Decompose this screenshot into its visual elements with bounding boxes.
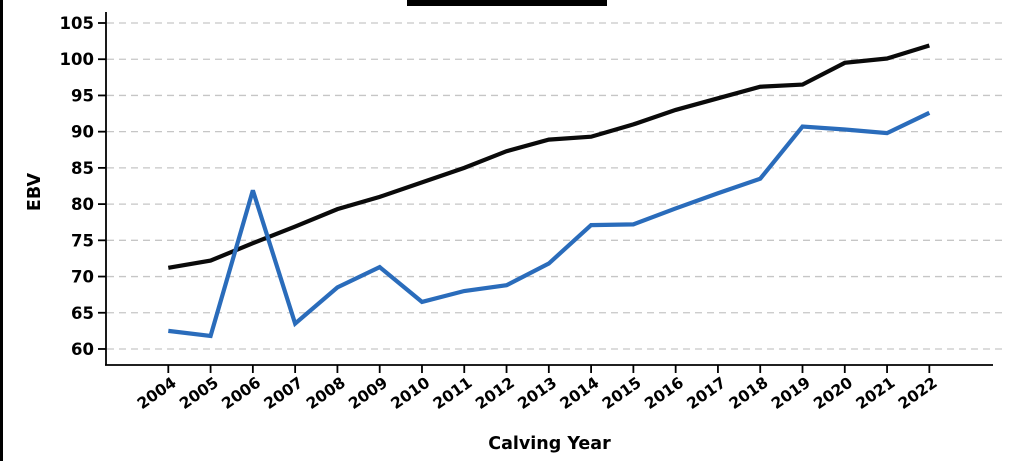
series-black-line xyxy=(167,43,930,270)
x-tick-label-2010: 2010 xyxy=(388,373,434,413)
x-tick-label-2008: 2008 xyxy=(303,374,349,413)
x-tick-label-2017: 2017 xyxy=(684,374,730,413)
y-tick-label-105: 105 xyxy=(60,14,94,33)
x-tick-label-2011: 2011 xyxy=(430,374,476,413)
y-tick-label-80: 80 xyxy=(71,195,94,214)
x-tick-label-2015: 2015 xyxy=(599,374,645,413)
x-tick-label-2020: 2020 xyxy=(810,373,856,413)
x-tick-label-2014: 2014 xyxy=(557,373,603,413)
series-blue-line xyxy=(168,110,931,339)
x-tick-label-2009: 2009 xyxy=(345,374,391,413)
x-tick-label-2006: 2006 xyxy=(218,374,264,413)
x-tick-label-2016: 2016 xyxy=(641,374,687,413)
x-tick-label-2021: 2021 xyxy=(853,374,899,413)
x-tick-label-2012: 2012 xyxy=(472,374,518,413)
y-tick-label-85: 85 xyxy=(71,159,94,178)
x-tick-label-2018: 2018 xyxy=(726,374,772,413)
legend-box-cutoff-bar xyxy=(407,0,607,6)
y-tick-label-75: 75 xyxy=(71,231,94,250)
x-tick-label-2004: 2004 xyxy=(134,373,180,413)
y-tick-label-70: 70 xyxy=(71,268,94,287)
x-tick-label-2019: 2019 xyxy=(768,374,814,413)
x-tick-label-2013: 2013 xyxy=(514,374,560,413)
y-tick-label-60: 60 xyxy=(71,340,94,359)
x-tick-label-2022: 2022 xyxy=(895,374,941,413)
y-tick-label-65: 65 xyxy=(71,304,94,323)
x-axis-label: Calving Year xyxy=(488,434,611,454)
y-tick-label-95: 95 xyxy=(71,86,94,105)
y-tick-label-90: 90 xyxy=(71,123,94,142)
x-tick-label-2007: 2007 xyxy=(261,374,307,413)
y-axis-label: EBV xyxy=(25,172,45,211)
x-tick-label-2005: 2005 xyxy=(176,374,222,413)
y-tick-label-100: 100 xyxy=(60,50,94,69)
figure-left-border xyxy=(0,0,3,461)
